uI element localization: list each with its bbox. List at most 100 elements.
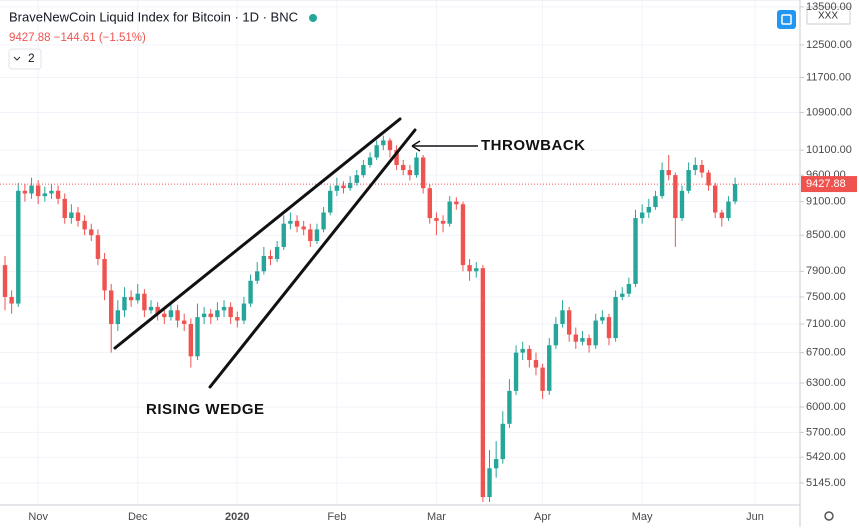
candle-body: [580, 338, 585, 342]
x-tick-label: Dec: [128, 511, 148, 523]
candle-body: [693, 164, 698, 171]
y-tick-label: 5700.00: [806, 426, 846, 438]
settings-icon[interactable]: [824, 511, 834, 521]
candle-body: [188, 324, 194, 357]
candle-body: [155, 306, 160, 314]
candle-body: [162, 313, 167, 318]
candle-body: [712, 185, 718, 213]
candle-body: [513, 352, 519, 391]
candle-body: [679, 190, 685, 219]
candle-body: [182, 320, 187, 325]
candle-body: [261, 255, 267, 272]
candle-body: [547, 345, 552, 391]
last-price-tag: [801, 176, 857, 193]
wedge-lines: [113, 117, 417, 389]
candle-body: [460, 204, 466, 266]
candle-body: [22, 190, 28, 194]
candle-body: [82, 220, 87, 230]
candle-body: [447, 201, 452, 224]
candle-body: [168, 310, 174, 318]
candle-body: [268, 255, 273, 259]
y-tick-label: 7500.00: [806, 291, 846, 303]
y-tick-label: 6000.00: [806, 401, 846, 413]
y-tick-label: 9100.00: [806, 195, 846, 207]
y-tick-label: 13500.00: [806, 1, 852, 13]
candle-body: [2, 265, 8, 297]
candle-body: [527, 348, 532, 361]
candle-body: [719, 212, 725, 219]
candle-body: [520, 348, 525, 353]
candle-body: [427, 188, 432, 219]
candle-body: [420, 157, 426, 189]
candle-body: [148, 306, 154, 311]
candle-body: [328, 190, 333, 213]
candle-body: [394, 150, 399, 165]
indicator-toggle[interactable]: [8, 48, 42, 70]
candle-body: [215, 310, 220, 318]
candle-body: [480, 268, 486, 498]
candle-body: [699, 164, 705, 173]
candle-body: [639, 212, 645, 219]
candle-body: [301, 226, 306, 230]
candle-body: [142, 293, 147, 311]
candle-body: [115, 310, 121, 325]
compare-button[interactable]: [777, 10, 796, 29]
candle-body: [620, 293, 625, 297]
candle-body: [613, 296, 618, 339]
y-tick-label: 6700.00: [806, 347, 846, 359]
last-price-label: 9427.88: [806, 178, 846, 190]
candle-body: [69, 212, 74, 219]
button-icon: [781, 14, 792, 25]
candle-body: [16, 190, 21, 304]
candle-body: [354, 175, 359, 183]
y-tick-label: 10900.00: [806, 106, 852, 118]
candle-body: [135, 293, 140, 301]
candle-body: [367, 157, 373, 165]
indicator-count: 2: [28, 51, 35, 65]
candle-body: [454, 201, 459, 205]
candle-body: [75, 212, 81, 221]
axes: 5145.00 5420.00 5700.00 6000.00 6300.00 6700.…: [28, 1, 857, 523]
candle-body: [633, 218, 638, 284]
y-tick-label: 10100.00: [806, 144, 852, 156]
candle-body: [540, 367, 545, 391]
candle-body: [288, 220, 293, 224]
candle-body: [686, 170, 691, 191]
x-tick-label: Jun: [746, 511, 764, 523]
candle-body: [89, 229, 94, 236]
candle-body: [208, 313, 213, 318]
candle-body: [108, 290, 114, 325]
candle-body: [500, 423, 505, 460]
y-tick-label: 7900.00: [806, 265, 846, 277]
candle-body: [122, 296, 127, 311]
candle-body: [507, 390, 512, 424]
candle-body: [586, 338, 592, 346]
candle-body: [487, 468, 492, 498]
candle-body: [334, 185, 340, 191]
candle-body: [361, 164, 366, 176]
y-tick-label: 12500.00: [806, 39, 852, 51]
candle-body: [128, 296, 134, 301]
candle-body: [706, 172, 711, 186]
candle-body: [49, 190, 54, 194]
candle-body: [381, 140, 386, 146]
wedge-upper: [113, 117, 402, 350]
x-tick-label: Nov: [28, 511, 48, 523]
candle-body: [407, 170, 413, 176]
candle-body: [533, 360, 539, 368]
grid: [0, 0, 800, 505]
candle-body: [95, 235, 101, 259]
candle-body: [175, 310, 180, 321]
candle-body: [201, 313, 207, 318]
x-tick-label: Apr: [534, 511, 551, 523]
candle-body: [474, 268, 479, 272]
status-dot: [309, 14, 317, 22]
annotation: THROWBACK: [481, 137, 585, 154]
symbol: XXX: [818, 11, 838, 22]
candle-body: [35, 185, 41, 197]
candle-body: [308, 229, 313, 242]
candle-body: [600, 317, 605, 321]
candle-body: [401, 164, 406, 171]
